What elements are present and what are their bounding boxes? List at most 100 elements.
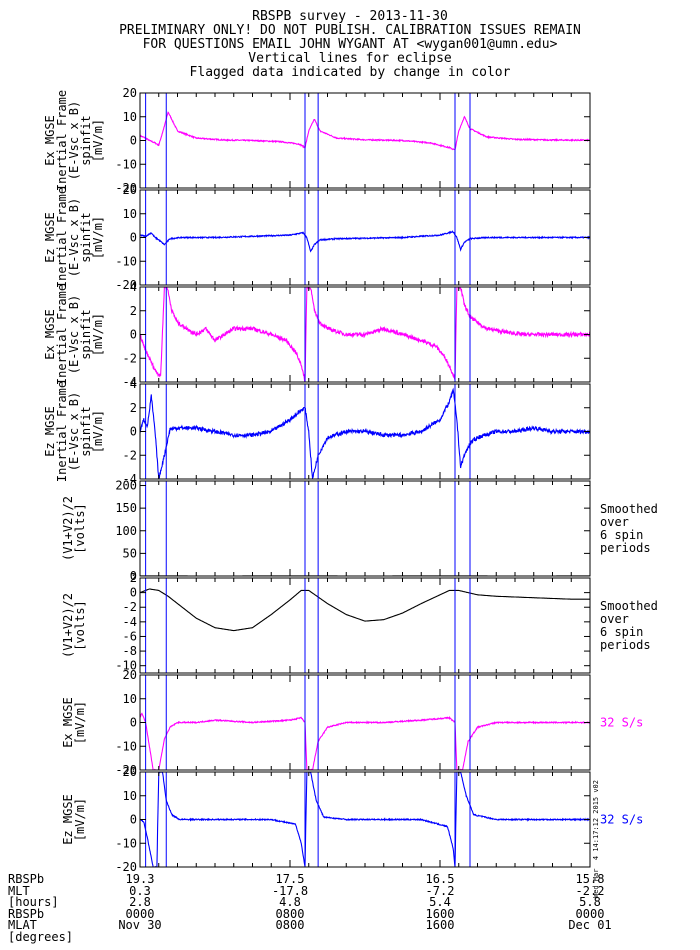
y-tick-label: -10 (115, 836, 137, 850)
header-line-title: RBSPB survey - 2013-11-30 (252, 9, 448, 24)
y-axis-label-line: Ex MGSE (43, 309, 57, 360)
y-axis-label-line: Ex MGSE (61, 697, 75, 748)
y-tick-label: -2 (123, 351, 137, 365)
side-label-line: 32 S/s (600, 716, 643, 730)
header-line-flag-note: Flagged data indicated by change in colo… (189, 65, 511, 80)
y-tick-label: -10 (115, 739, 137, 753)
panel-5: 0 50 100 150 200 (V1+V2)/2[volts] Smoothedover… (61, 479, 658, 583)
y-tick-label: -2 (123, 448, 137, 462)
y-tick-label: 2 (130, 304, 137, 318)
side-label-line: periods (600, 541, 651, 555)
y-tick-label: 0 (130, 813, 137, 827)
y-axis-label-line: Inertial Frame (55, 90, 69, 191)
y-axis-label-line: [volts] (73, 503, 87, 554)
y-axis-label-line: [mV/m] (91, 216, 105, 259)
y-tick-label: -2 (123, 600, 137, 614)
y-tick-label: 2 (130, 401, 137, 415)
y-axis-label-line: spinfit (79, 212, 93, 263)
y-axis-label-line: [volts] (73, 600, 87, 651)
y-tick-label: 50 (123, 546, 137, 560)
y-tick-label: -10 (115, 157, 137, 171)
panel-8: -20 -10 0 10 20 Ez MGSE[mV/m] 32 S/s (61, 765, 643, 874)
y-tick-label: -4 (123, 375, 137, 389)
y-axis-label-line: spinfit (79, 406, 93, 457)
panel-frame (139, 577, 591, 674)
y-tick-label: -20 (115, 181, 137, 195)
y-axis-label-line: (E-Vsc x B) (67, 392, 81, 471)
y-axis-label-line: (E-Vsc x B) (67, 198, 81, 277)
side-label-line: Smoothed (600, 502, 658, 516)
series-line-panel-6 (140, 588, 590, 632)
y-tick-label: -8 (123, 644, 137, 658)
side-label-line: over (600, 612, 629, 626)
side-label-line: 6 spin (600, 528, 643, 542)
y-tick-label: -20 (115, 763, 137, 777)
y-axis-label-line: Inertial Frame (55, 381, 69, 482)
y-tick-label: 10 (123, 789, 137, 803)
y-tick-label: 0 (130, 586, 137, 600)
y-axis-label-line: (E-Vsc x B) (67, 295, 81, 374)
y-tick-label: -6 (123, 629, 137, 643)
y-axis-label-line: spinfit (79, 309, 93, 360)
plot-header: RBSPB survey - 2013-11-30 PRELIMINARY ON… (0, 10, 700, 80)
y-tick-label: 20 (123, 183, 137, 197)
y-tick-label: 2 (130, 571, 137, 585)
side-label-line: periods (600, 638, 651, 652)
series-line-panel-8 (140, 772, 590, 867)
panel-7: -20 -10 0 10 20 Ex MGSE[mV/m] 32 S/s (61, 668, 643, 777)
y-tick-label: 4 (130, 377, 137, 391)
y-tick-label: 20 (123, 765, 137, 779)
y-axis-label-line: [mV/m] (91, 410, 105, 453)
y-axis-label-line: Ez MGSE (43, 406, 57, 457)
y-tick-label: -10 (115, 254, 137, 268)
y-tick-label: 0 (130, 328, 137, 342)
y-tick-label: 20 (123, 86, 137, 100)
y-tick-label: -10 (115, 659, 137, 673)
series-line-panel-4 (140, 387, 590, 479)
side-label-line: 32 S/s (600, 813, 643, 827)
y-axis-label-line: [mV/m] (73, 701, 87, 744)
side-label-line: Smoothed (600, 599, 658, 613)
side-label-line: 6 spin (600, 625, 643, 639)
y-tick-label: -4 (123, 615, 137, 629)
y-axis-label-line: (V1+V2)/2 (61, 496, 75, 561)
y-tick-label: 10 (123, 110, 137, 124)
y-axis-label-line: Inertial Frame (55, 187, 69, 288)
y-axis-label-line: [mV/m] (91, 313, 105, 356)
y-tick-label: -20 (115, 860, 137, 874)
y-tick-label: 0 (130, 231, 137, 245)
header-line-contact: FOR QUESTIONS EMAIL JOHN WYGANT AT <wyga… (142, 37, 558, 52)
y-tick-label: 0 (130, 716, 137, 730)
y-axis-label-line: [mV/m] (73, 798, 87, 841)
y-tick-label: 0 (130, 134, 137, 148)
y-tick-label: 0 (130, 569, 137, 583)
y-tick-label: 10 (123, 692, 137, 706)
y-tick-label: -20 (115, 278, 137, 292)
y-axis-label-line: Ex MGSE (43, 115, 57, 166)
panel-6: -10-8-6-4-202(V1+V2)/2[volts] Smoothedove… (61, 571, 658, 674)
y-tick-label: 4 (130, 280, 137, 294)
y-axis-label-line: (V1+V2)/2 (61, 593, 75, 658)
version-stamp: Wed Mar 4 14:17:12 2015 v02 (592, 780, 600, 899)
series-line-panel-1 (140, 111, 590, 151)
y-axis-label-line: (E-Vsc x B) (67, 101, 81, 180)
side-label-line: over (600, 515, 629, 529)
y-axis-label-line: Ez MGSE (61, 794, 75, 845)
header-line-eclipse-note: Vertical lines for eclipse (248, 51, 452, 66)
y-tick-label: 100 (115, 524, 137, 538)
y-tick-label: 0 (130, 425, 137, 439)
header-line-warning: PRELIMINARY ONLY! DO NOT PUBLISH. CALIBR… (119, 23, 581, 38)
y-tick-label: -4 (123, 472, 137, 486)
y-axis-label-line: [mV/m] (91, 119, 105, 162)
y-axis-label-line: Ez MGSE (43, 212, 57, 263)
y-tick-label: 150 (115, 501, 137, 515)
y-axis-label-line: Inertial Frame (55, 284, 69, 385)
y-tick-label: 20 (123, 668, 137, 682)
series-line-panel-3 (140, 287, 590, 382)
y-tick-label: 200 (115, 479, 137, 493)
